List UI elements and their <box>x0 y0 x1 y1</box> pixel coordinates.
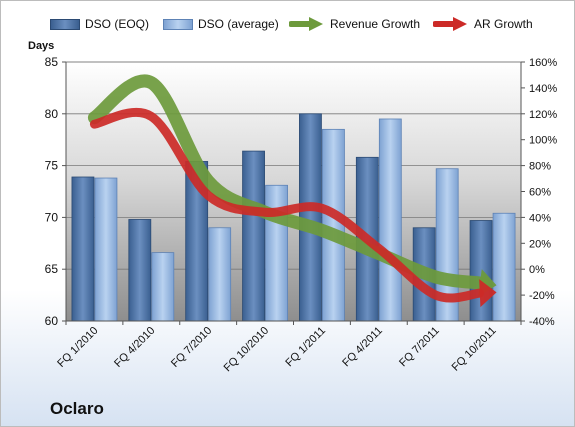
arrowhead-ar-growth <box>479 279 497 308</box>
bar-dso-average <box>265 184 288 322</box>
legend-label-dso-average: DSO (average) <box>198 17 279 31</box>
bar-dso-average <box>492 212 516 322</box>
legend-arrow-red-icon <box>433 17 467 31</box>
x-tick-label: FQ 4/2010 <box>112 325 157 370</box>
legend-swatch-dso-eoq <box>50 18 80 30</box>
y-right-tick-label: 80% <box>529 161 551 173</box>
legend-item-ar-growth: AR Growth <box>433 14 533 34</box>
bar-dso-eoq <box>242 150 265 322</box>
y-left-tick-label: 80 <box>45 107 59 121</box>
company-name: Oclaro <box>50 399 104 418</box>
y-right-tick-label: -20% <box>529 290 555 302</box>
y-right-tick-label: 40% <box>529 212 551 224</box>
y-right-tick-label: -40% <box>529 316 555 328</box>
legend-label-revenue-growth: Revenue Growth <box>330 17 421 31</box>
bar-dso-eoq <box>128 219 152 322</box>
y-left-tick-label: 85 <box>45 55 59 69</box>
x-tick-label: FQ 7/2010 <box>169 325 214 370</box>
bar-dso-average <box>151 252 175 322</box>
legend-item-revenue-growth: Revenue Growth <box>289 14 420 34</box>
y-axis-left-title: Days <box>28 40 55 52</box>
y-right-tick-label: 140% <box>529 83 557 95</box>
legend-label-ar-growth: AR Growth <box>474 17 533 31</box>
x-tick-label: FQ 1/2010 <box>55 325 100 370</box>
y-right-tick-label: 20% <box>529 238 551 250</box>
y-right-tick-label: 120% <box>529 109 557 121</box>
x-tick-label: FQ 10/2011 <box>450 325 499 374</box>
legend-swatch-dso-average <box>163 18 193 30</box>
y-left-tick-label: 70 <box>45 210 59 224</box>
y-left-tick-label: 75 <box>45 159 59 173</box>
legend-label-dso-eoq: DSO (EOQ) <box>85 17 150 31</box>
legend-arrow-green-icon <box>289 17 323 31</box>
y-right-tick-label: 100% <box>529 135 557 147</box>
y-left-tick-label: 65 <box>45 262 59 276</box>
y-right-tick-label: 0% <box>529 264 545 276</box>
bar-dso-average <box>94 177 118 322</box>
y-left-tick-label: 60 <box>45 314 59 328</box>
bar-dso-average <box>208 227 232 322</box>
x-tick-label: FQ 7/2011 <box>397 325 442 370</box>
bar-dso-eoq <box>299 113 322 322</box>
x-tick-label: FQ 10/2010 <box>222 325 272 375</box>
legend-item-dso-eoq: DSO (EOQ) <box>50 14 149 34</box>
legend-item-dso-average: DSO (average) <box>163 14 279 34</box>
line-ar-growth <box>89 107 485 303</box>
bar-dso-average <box>378 118 402 322</box>
x-tick-label: FQ 4/2011 <box>340 325 385 370</box>
y-right-tick-label: 160% <box>529 57 557 69</box>
x-tick-label: FQ 1/2011 <box>283 325 328 370</box>
bar-dso-eoq <box>71 176 95 322</box>
y-right-tick-label: 60% <box>529 187 551 199</box>
